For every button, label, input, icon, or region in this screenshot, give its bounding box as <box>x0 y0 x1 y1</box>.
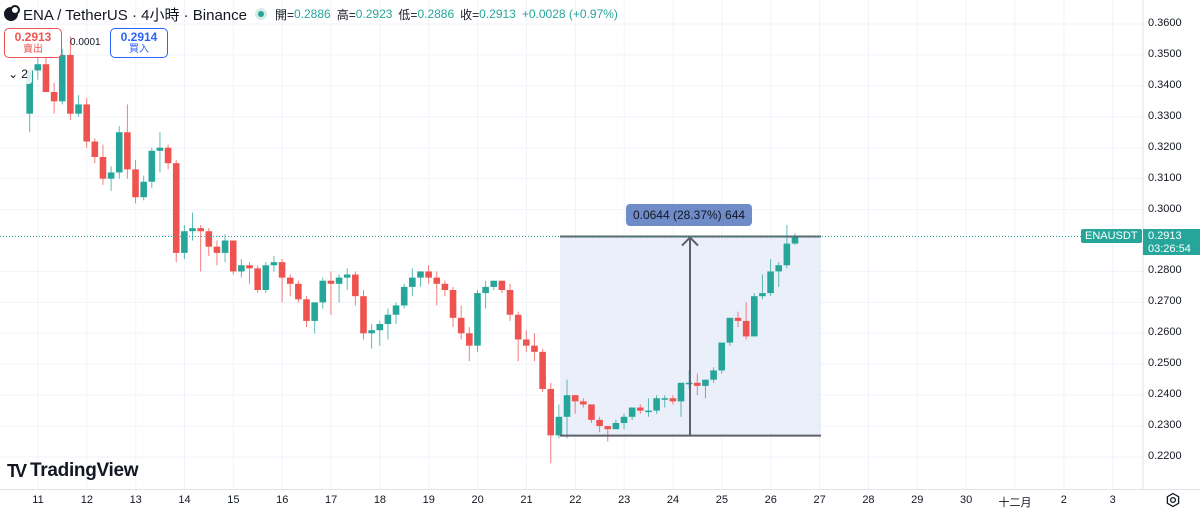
tradingview-mark-icon: TV <box>7 460 27 481</box>
indicators-collapse-button[interactable]: ⌄ 2 <box>4 64 32 84</box>
time-tick-label: 20 <box>471 494 484 506</box>
last-price-label: 0.2913 03:26:54 <box>1143 229 1200 255</box>
time-tick-label: 19 <box>422 494 435 506</box>
symbol-legend: ENA / TetherUS · 4小時 · Binance 開= 0.2886 … <box>4 4 618 24</box>
time-tick-label: 27 <box>813 494 826 506</box>
open-value: 0.2886 <box>294 7 331 21</box>
spread-value: 0.0001 <box>70 37 101 48</box>
price-tick-label: 0.3000 <box>1148 202 1182 215</box>
indicator-count: 2 <box>21 67 28 81</box>
time-tick-label: 28 <box>862 494 875 506</box>
tradingview-logo[interactable]: TV TradingView <box>7 460 139 482</box>
time-tick-label: 29 <box>911 494 924 506</box>
candle-countdown: 03:26:54 <box>1148 242 1191 255</box>
low-value: 0.2886 <box>417 7 455 21</box>
high-value: 0.2923 <box>355 7 393 21</box>
high-label: 高= <box>336 7 356 22</box>
time-tick-label: 12 <box>80 494 93 506</box>
time-tick-label: 18 <box>373 494 387 506</box>
ena-coin-icon <box>4 5 20 21</box>
chevron-down-icon: ⌄ <box>8 67 19 81</box>
price-tick-label: 0.2600 <box>1148 326 1182 339</box>
price-tick-label: 0.3300 <box>1148 109 1182 122</box>
time-tick-label: 22 <box>569 494 582 506</box>
time-tick-label: 3 <box>1109 494 1116 506</box>
close-value: 0.2913 <box>479 7 516 21</box>
price-tick-label: 0.2800 <box>1148 264 1182 277</box>
buy-price: 0.2914 <box>120 29 158 44</box>
buy-label: 買入 <box>129 44 149 56</box>
time-tick-label: 23 <box>618 494 631 506</box>
time-tick-label: 30 <box>960 494 973 506</box>
price-tick-label: 0.3600 <box>1148 17 1182 29</box>
price-tick-label: 0.3200 <box>1148 140 1182 153</box>
close-label: 收= <box>460 7 480 22</box>
time-tick-label: 16 <box>276 494 289 506</box>
time-tick-label: 24 <box>666 494 680 506</box>
low-label: 低= <box>398 7 418 22</box>
sell-price: 0.2913 <box>14 29 52 44</box>
market-status-icon <box>254 8 267 20</box>
time-tick-label: 17 <box>324 494 338 506</box>
tradingview-wordmark: TradingView <box>30 460 139 481</box>
time-tick-label: 13 <box>129 494 142 506</box>
measure-result-label[interactable]: 0.0644 (28.37%) 644 <box>626 204 752 226</box>
price-tick-label: 0.2200 <box>1148 450 1182 463</box>
symbol-title[interactable]: ENA / TetherUS · 4小時 · Binance <box>23 6 247 24</box>
price-tick-label: 0.3100 <box>1148 171 1182 184</box>
time-tick-label: 11 <box>32 494 44 506</box>
price-tick-label: 0.2300 <box>1148 419 1182 432</box>
time-tick-label: 25 <box>715 494 729 506</box>
last-price-value: 0.2913 <box>1148 230 1182 242</box>
time-tick-label: 15 <box>227 494 240 506</box>
change-value: +0.0028 (+0.97%) <box>521 7 618 21</box>
time-tick-label: 21 <box>520 494 533 506</box>
price-tick-label: 0.3500 <box>1148 47 1182 60</box>
time-tick-label: 26 <box>764 494 777 506</box>
settings-gear-icon[interactable] <box>1165 492 1181 508</box>
sell-button[interactable]: 0.2913 賣出 <box>4 28 62 58</box>
time-tick-label: 2 <box>1060 494 1067 506</box>
symbol-price-tag: ENAUSDT <box>1081 229 1142 243</box>
open-label: 開= <box>274 7 294 22</box>
time-tick-label: 14 <box>178 494 191 506</box>
time-tick-label: 十二月 <box>998 497 1032 509</box>
price-tick-label: 0.2700 <box>1148 295 1182 308</box>
buy-button[interactable]: 0.2914 買入 <box>110 28 168 58</box>
price-tick-label: 0.2400 <box>1148 388 1182 401</box>
sell-label: 賣出 <box>23 44 43 56</box>
price-tick-label: 0.3400 <box>1148 78 1182 91</box>
price-tick-label: 0.2500 <box>1148 357 1182 370</box>
